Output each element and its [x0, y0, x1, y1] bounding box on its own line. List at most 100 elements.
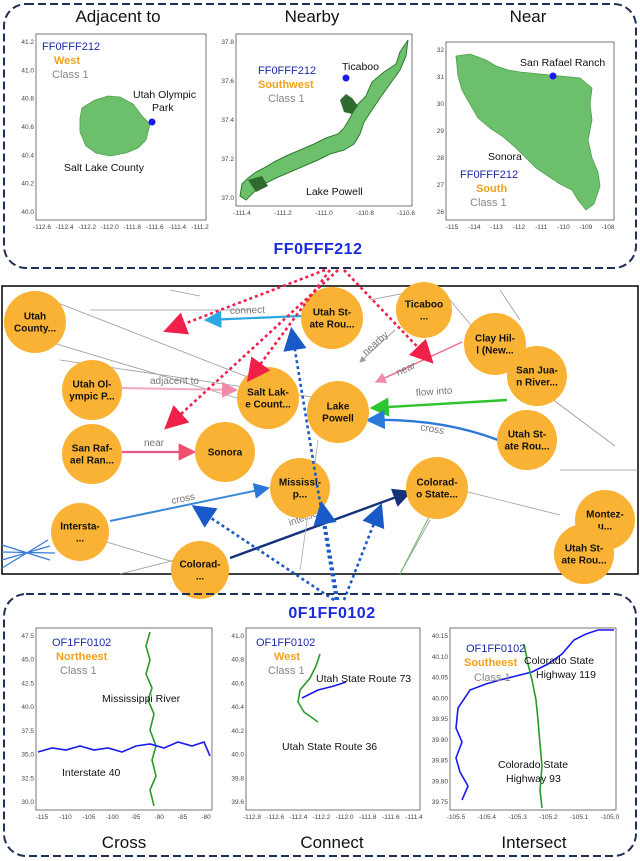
- edge-nearby: [359, 329, 396, 363]
- node-utah-olympic[interactable]: Utah Ol-ympic P...: [62, 360, 122, 420]
- y-tick-label: 37.8: [221, 39, 234, 46]
- label-utah-state-route-73: Utah State Route 73: [316, 673, 411, 685]
- node-circle: [406, 457, 468, 519]
- x-tick-label: -100: [106, 814, 119, 821]
- label-utah-olympic: Utah Olympic: [133, 89, 196, 101]
- bottom-group-arrows: [191, 326, 385, 602]
- y-tick-label: 39.75: [432, 799, 449, 806]
- y-ticks: 41.2 41.0 40.8 40.6 40.4 40.2 40.0: [21, 39, 34, 216]
- x-tick-label: -105: [82, 814, 95, 821]
- node-label: Colorad-: [416, 478, 457, 489]
- x-tick-label: -112.2: [312, 814, 330, 821]
- node-label: Powell: [322, 414, 354, 425]
- node-san-rafael[interactable]: San Raf-ael Ran...: [62, 424, 122, 484]
- node-utah-state-route-right[interactable]: Utah St-ate Rou...: [497, 410, 557, 470]
- x-tick-label: -112.0: [336, 814, 354, 821]
- node-label: Utah Ol-: [73, 380, 112, 391]
- y-tick-label: 41.0: [21, 67, 34, 74]
- y-tick-label: 40.4: [231, 704, 244, 711]
- y-tick-label: 40.0: [231, 752, 244, 759]
- node-circle: [464, 313, 526, 375]
- x-tick-label: -111: [535, 224, 547, 231]
- y-ticks: 47.5 45.0 42.5 40.0 37.5 35.0 32.5 30.0: [21, 633, 34, 806]
- node-utah-county[interactable]: UtahCounty...: [4, 291, 66, 353]
- node-circle: [62, 424, 122, 484]
- y-tick-label: 42.5: [21, 680, 34, 687]
- y-tick-label: 31: [437, 74, 445, 81]
- y-tick-label: 40.2: [21, 181, 34, 188]
- node-label: p...: [293, 490, 308, 501]
- y-tick-label: 40.10: [432, 654, 449, 661]
- node-label: Utah St-: [313, 308, 351, 319]
- bottom-panel-frame: [3, 593, 637, 857]
- y-tick-label: 40.6: [231, 680, 244, 687]
- y-tick-label: 26: [437, 209, 445, 216]
- y-tick-label: 30: [437, 101, 445, 108]
- node-label: Utah St-: [565, 544, 603, 555]
- label-salt-lake-county: Salt Lake County: [64, 162, 145, 174]
- plot-cross: OF1FF0102 Northeest Class 1 Mississippi …: [21, 627, 213, 821]
- node-circle: [4, 291, 66, 353]
- node-circle: [307, 381, 369, 443]
- edge-adjacent-to: [118, 381, 238, 398]
- node-label: ...: [420, 312, 429, 323]
- y-tick-label: 35.0: [21, 752, 34, 759]
- heading-cross: Cross: [102, 833, 146, 852]
- node-salt-lake-county[interactable]: Salt Lak-e Count...: [237, 367, 299, 429]
- edge-flow-into: [369, 397, 508, 417]
- plot-class: Class 1: [52, 69, 89, 81]
- node-colorado-state[interactable]: Colorad-o State...: [406, 457, 468, 519]
- edge-label-cross: cross: [419, 422, 444, 437]
- node-clay-hill[interactable]: Clay Hil-l (New...: [464, 313, 526, 375]
- node-interstate[interactable]: Intersta-...: [51, 503, 109, 561]
- node-ticaboo[interactable]: Ticaboo...: [396, 282, 452, 338]
- node-utah-state-route-top[interactable]: Utah St-ate Rou...: [301, 287, 363, 349]
- edge-label-connect: connect: [230, 305, 266, 317]
- x-tick-label: -110: [557, 224, 570, 231]
- y-tick-label: 39.95: [432, 716, 449, 723]
- edge-bundle: [1, 539, 56, 569]
- x-tick-label: -111.6: [146, 224, 164, 231]
- plot-code: OF1FF0102: [52, 637, 111, 649]
- x-tick-label: -114: [468, 224, 481, 231]
- colorado-state-highway-93-line: [523, 643, 543, 809]
- node-label: Clay Hil-: [475, 334, 515, 345]
- x-tick-label: -111.4: [233, 210, 251, 217]
- node-label: Salt Lak-: [247, 388, 289, 399]
- node-circle: [195, 422, 255, 482]
- salt-lake-county-shape: [79, 95, 151, 157]
- node-san-juan-river[interactable]: San Jua-n River...: [507, 346, 567, 406]
- node-label: ...: [76, 534, 85, 545]
- edge-cross-right: [365, 409, 499, 442]
- x-ticks: -115 -114 -113 -112 -111 -110 -109 -108: [446, 224, 615, 231]
- label-lake-powell: Lake Powell: [306, 186, 363, 198]
- x-tick-label: -112.2: [78, 224, 96, 231]
- label-highway-93: Highway 93: [506, 773, 561, 785]
- y-tick-label: 37.4: [221, 117, 234, 124]
- x-tick-label: -85: [178, 814, 188, 821]
- san-rafael-ranch-point: [549, 72, 557, 80]
- y-tick-label: 41.0: [231, 633, 244, 640]
- colorado-state-highway-119-line: [455, 629, 614, 801]
- node-label: ympic P...: [69, 392, 115, 403]
- node-colorado[interactable]: Colorad-...: [171, 541, 229, 599]
- x-tick-label: -105.2: [539, 814, 558, 821]
- y-tick-label: 39.90: [432, 737, 449, 744]
- node-utah-state-route-br[interactable]: Utah St-ate Rou...: [554, 524, 614, 584]
- knowledge-graph: connect nearby near adjacent to flow int…: [1, 268, 639, 602]
- y-tick-label: 39.6: [231, 799, 244, 806]
- plot-code: FF0FFF212: [258, 65, 316, 77]
- y-tick-label: 32: [437, 47, 445, 54]
- x-tick-label: -112.0: [101, 224, 119, 231]
- y-tick-label: 37.6: [221, 78, 234, 85]
- edge-label-adjacent-to: adjacent to: [150, 376, 199, 387]
- y-tick-label: 32.5: [21, 775, 34, 782]
- y-tick-label: 40.8: [21, 96, 34, 103]
- utah-state-route-36-line: [297, 653, 321, 723]
- node-sonora[interactable]: Sonora: [195, 422, 255, 482]
- node-label: Montez-: [586, 510, 624, 521]
- plot-class: Class 1: [268, 93, 305, 105]
- node-circle: [301, 287, 363, 349]
